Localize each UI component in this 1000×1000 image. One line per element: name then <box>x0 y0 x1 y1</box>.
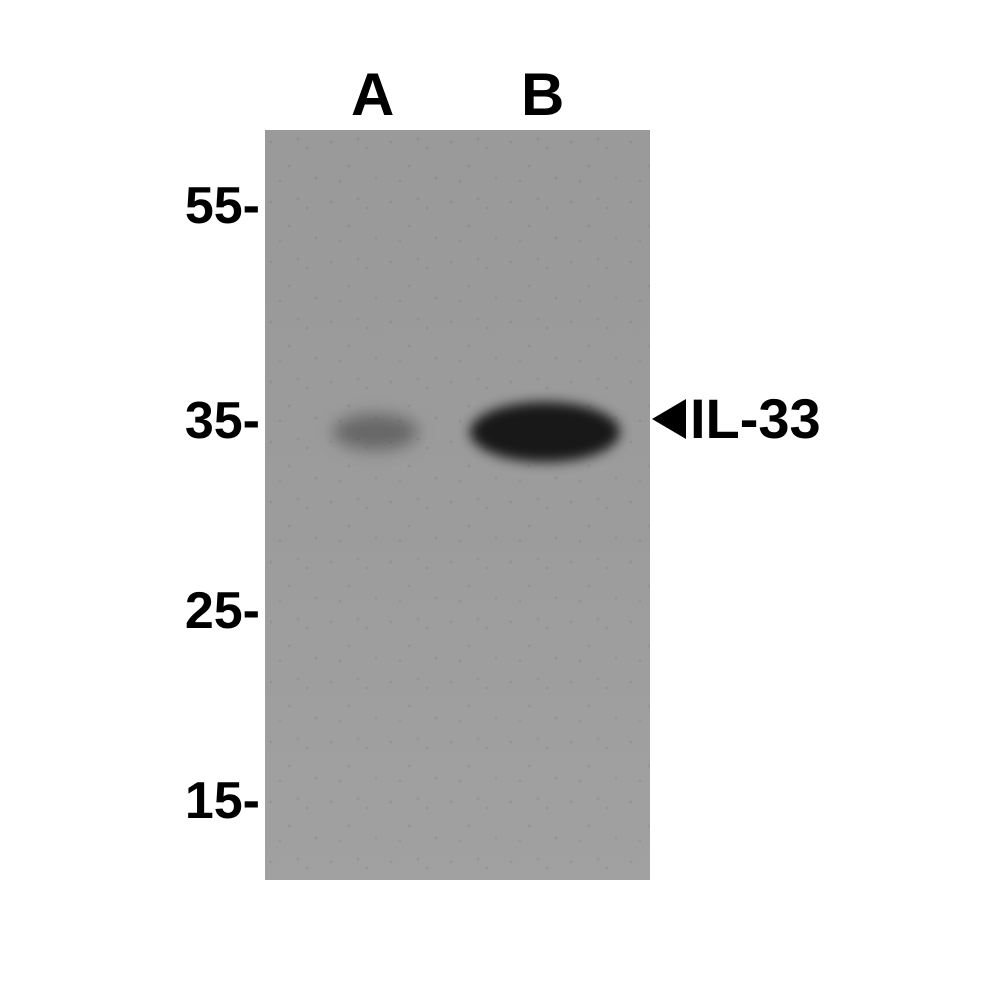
band-lane-a <box>333 414 418 450</box>
band-annotation-il33: IL-33 <box>652 386 821 451</box>
mw-marker-15: 15- <box>130 771 260 831</box>
western-blot-figure: A B 55- 35- 25- 15- IL-33 <box>0 0 1000 1000</box>
blot-noise <box>265 130 650 880</box>
lane-label-a: A <box>351 60 394 129</box>
band-annotation-text: IL-33 <box>690 386 821 451</box>
mw-marker-55: 55- <box>130 176 260 236</box>
lane-label-b: B <box>521 60 564 129</box>
blot-membrane <box>265 130 650 880</box>
arrow-left-icon <box>652 399 686 439</box>
mw-marker-35: 35- <box>130 391 260 451</box>
mw-marker-25: 25- <box>130 581 260 641</box>
band-lane-b <box>470 402 620 462</box>
